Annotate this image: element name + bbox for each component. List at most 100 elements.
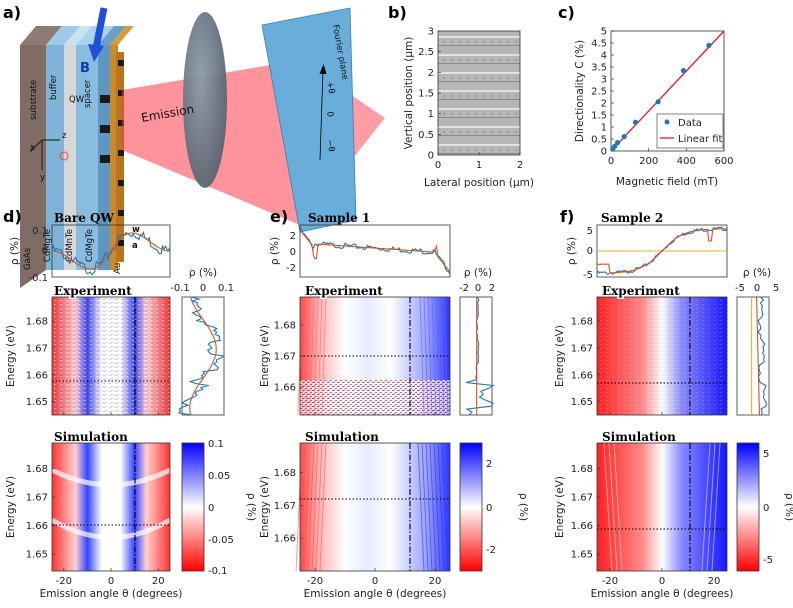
e-top-ylabel: ρ (%)	[269, 237, 281, 265]
d-cb-tick-1: 0.05	[208, 471, 230, 482]
panel-f: f) Sample 2 5 0 -5 ρ (%) Experiment 1.68…	[554, 207, 793, 600]
e-sim-fringe	[319, 442, 327, 572]
d-cb-label: ρ (%)	[245, 493, 257, 521]
c-ytick-label: 2.5	[591, 87, 607, 98]
f-exp-ytick-label: 1.66	[571, 370, 593, 381]
f-colorbar	[737, 443, 759, 571]
e-sim-fringe	[311, 442, 319, 572]
d-top-tick-zero: 0	[42, 246, 48, 257]
e-sim-fringe	[295, 442, 303, 572]
f-cb-tick-0: 5	[763, 449, 769, 460]
legend-data-label: Data	[678, 118, 702, 129]
d-simulation-map	[52, 443, 170, 571]
e-sim-fringe	[437, 442, 445, 572]
e-sim-ylabel: Energy (eV)	[259, 476, 271, 538]
e-top-tick-zero: 0	[290, 247, 296, 258]
sem-ytick-label: 3	[428, 27, 434, 38]
lens	[183, 12, 227, 188]
f-sim-fringe	[706, 442, 716, 572]
e-top-tick-pos: 2	[290, 231, 296, 242]
f-side-tick-neg: -5	[735, 283, 745, 294]
c-xtick-label: 200	[639, 156, 658, 167]
c-ytick-label: 2	[601, 99, 607, 110]
d-top-tick-pos: 0.1	[32, 226, 48, 237]
sem-ytick-label: 1.5	[418, 89, 434, 100]
e-exp-fringe	[313, 296, 319, 416]
f-side-tick-pos: 5	[773, 283, 779, 294]
e-side-data-line	[465, 296, 495, 416]
panel-d: d) Bare QW 0.1 0 -0.1 ρ (%) Experiment 1…	[3, 207, 257, 600]
e-exp-ylabel: Energy (eV)	[259, 325, 271, 387]
d-side-tick-pos: 0.1	[218, 283, 234, 294]
sem-xlabel: Lateral position (μm)	[424, 177, 534, 189]
axis-z-label: z	[62, 131, 67, 141]
f-side-tick-zero: 0	[754, 283, 760, 294]
panel-a-schematic: a) B	[3, 3, 385, 288]
f-cb-tick-2: -5	[763, 555, 773, 566]
d-exp-ytick-label: 1.65	[26, 397, 48, 408]
f-top-ylabel: ρ (%)	[566, 237, 578, 265]
material-cdmgte-2: CdMgTe	[85, 229, 95, 262]
c-data-point	[680, 68, 687, 74]
d-experiment-subtitle: Experiment	[54, 284, 132, 298]
f-sim-xtick-label: -20	[602, 576, 618, 587]
d-colorbar	[182, 443, 204, 571]
e-sim-fringe	[425, 442, 433, 572]
grating-w-label: w	[132, 225, 140, 235]
e-title: Sample 1	[308, 211, 370, 225]
material-gaas: GaAs	[23, 247, 33, 270]
e-top-fit-line	[299, 229, 451, 273]
f-sim-fringe	[603, 442, 613, 572]
sem-xtick-label: 1	[476, 160, 482, 171]
d-sim-ytick-label: 1.67	[26, 493, 48, 504]
e-top-data-line	[299, 228, 451, 275]
panel-e: e) Sample 1 2 0 -2 ρ (%) Experiment 1.68…	[259, 207, 529, 600]
f-cb-label: ρ (%)	[783, 493, 793, 521]
sem-ytick-label: 0	[428, 151, 434, 162]
material-cdmnte: CdMnTe	[65, 229, 75, 262]
axis-y-label: y	[40, 173, 45, 183]
panel-label-f: f)	[560, 207, 574, 226]
f-sim-fringe	[608, 442, 618, 572]
c-xtick-label: 400	[677, 156, 696, 167]
c-data-point	[632, 119, 639, 125]
e-sim-ytick-label: 1.66	[274, 534, 296, 545]
panel-label-c: c)	[558, 3, 575, 22]
f-top-tick-zero: 0	[587, 246, 593, 257]
f-top-tick-neg: -5	[583, 270, 593, 281]
d-cb-tick-3: -0.05	[208, 535, 234, 546]
material-au: Au	[113, 263, 123, 274]
c-ylabel: Directionality C (%)	[574, 40, 586, 142]
sem-xtick-label: 0	[435, 160, 441, 171]
f-top-tick-pos: 5	[587, 226, 593, 237]
c-ytick-label: 0.5	[591, 135, 607, 146]
e-sim-xtick-label: 0	[372, 576, 378, 587]
c-xtick-label: 600	[714, 156, 733, 167]
panel-label-a: a)	[3, 3, 21, 22]
e-cb-tick-0: 2	[486, 459, 492, 470]
e-sim-xtick-label: 20	[429, 576, 442, 587]
sem-ytick-label: 0.5	[418, 130, 434, 141]
gold-grating	[100, 52, 124, 262]
plane-mark-minus: −θ	[324, 139, 336, 153]
legend-data-marker	[664, 119, 670, 125]
sem-ylabel: Vertical position (μm)	[403, 37, 415, 150]
e-exp-fringe	[321, 296, 327, 416]
e-colorbar	[460, 443, 482, 571]
e-sim-fringe	[303, 442, 311, 572]
e-exp-ytick-label: 1.67	[274, 352, 296, 363]
panel-b-sem: b) 0 1 2 0 0.5 1 1.5 2 2.5 3 Lateral position (μm…	[388, 3, 534, 189]
f-side-data-line	[757, 296, 767, 416]
e-experiment-subtitle: Experiment	[305, 284, 383, 298]
d-top-ylabel: ρ (%)	[9, 237, 21, 265]
d-cb-tick-4: -0.1	[208, 566, 228, 577]
fourier-plane	[261, 7, 357, 233]
f-exp-ylabel: Energy (eV)	[554, 325, 566, 387]
d-side-tick-zero: 0	[200, 283, 206, 294]
e-sim-fringe	[307, 442, 315, 572]
e-sim-fringe	[441, 442, 449, 572]
sem-ytick-label: 1	[428, 109, 434, 120]
e-side-label: ρ (%)	[464, 267, 492, 279]
d-side-data-line	[177, 296, 226, 416]
c-xlabel: Magnetic field (mT)	[616, 176, 718, 188]
